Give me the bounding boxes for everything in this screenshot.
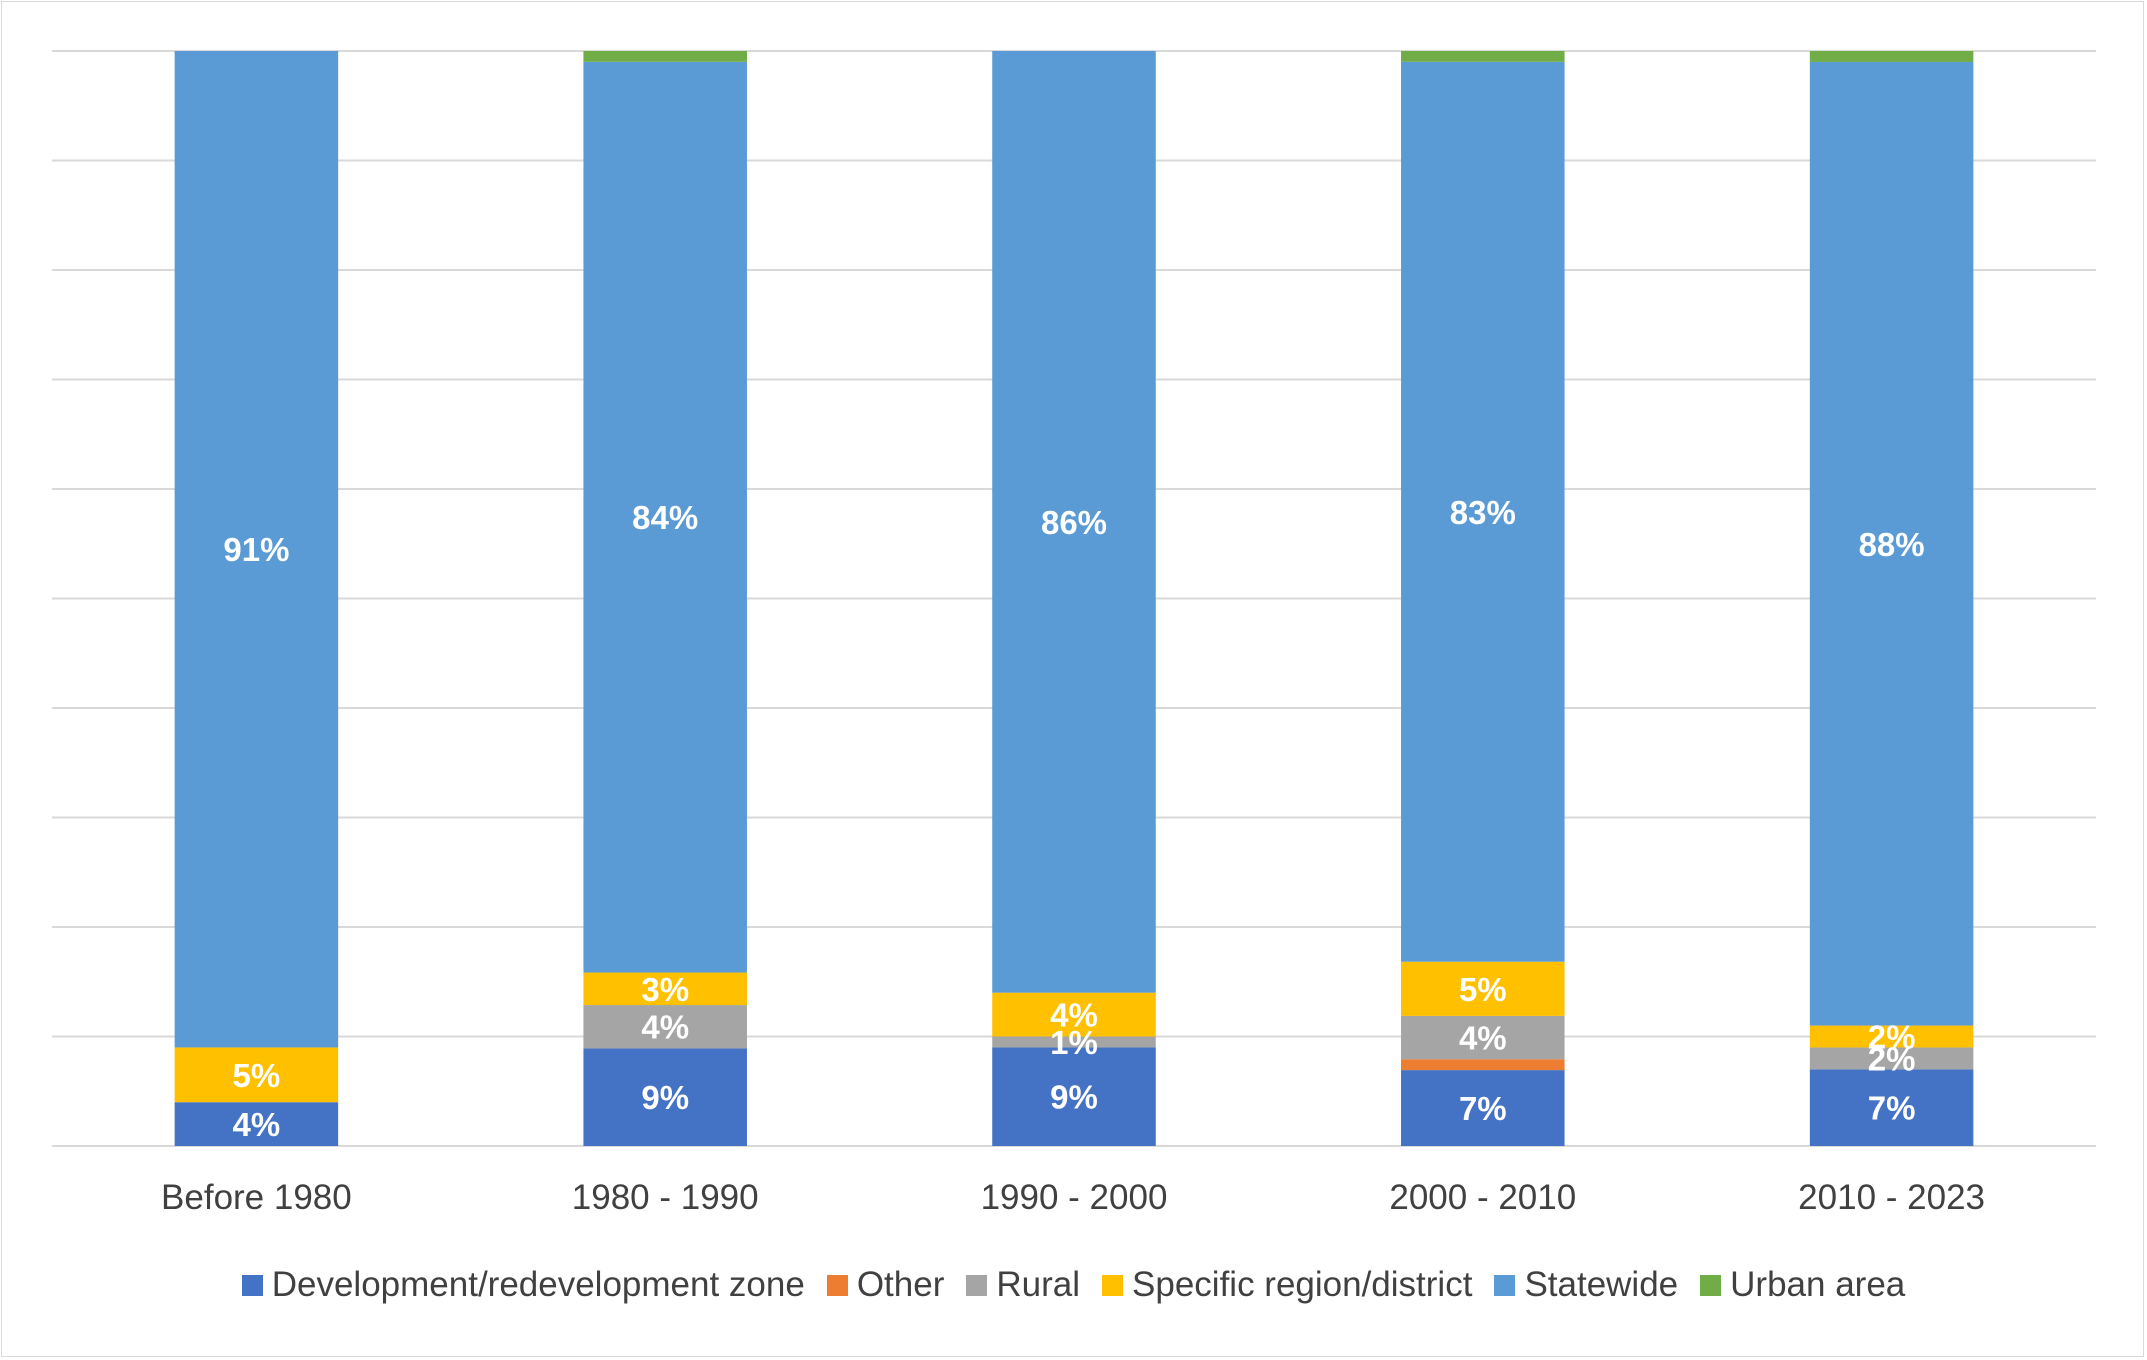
bar-segment-development-redevelopment-zone [1401,1070,1565,1146]
bar-segment-development-redevelopment-zone [174,1102,339,1146]
data-label: 2% [1868,1019,1916,1056]
bar-segment-rural [1401,1015,1565,1060]
data-label: 4% [641,1009,689,1046]
legend-label: Other [856,1265,945,1304]
data-label: 91% [223,531,289,568]
data-label: 4% [233,1106,281,1143]
bar-segment-specific-region-district [1809,1025,1974,1048]
legend-item: Urban area [1700,1265,1905,1305]
x-tick-label: Before 1980 [161,1178,352,1217]
legend-item: Specific region/district [1102,1265,1472,1305]
legend-label: Development/redevelopment zone [271,1265,805,1304]
bar-segment-urban-area [583,51,747,62]
data-label: 86% [1041,504,1107,541]
data-label: 2% [1868,1040,1916,1077]
bar-segment-rural [992,1036,1156,1048]
legend-label: Rural [996,1265,1081,1304]
data-label: 4% [1459,1020,1507,1057]
bar-segment-urban-area [1809,51,1974,62]
bar-segment-specific-region-district [583,972,747,1006]
bar-segment-statewide [1401,61,1565,962]
data-label: 9% [641,1079,689,1116]
bar-segment-rural [583,1005,747,1049]
data-label: 5% [233,1057,281,1094]
legend-swatch [1700,1274,1722,1296]
bar-segment-statewide [174,51,339,1048]
x-tick-label: 2000 - 2010 [1389,1178,1576,1217]
legend-swatch [966,1274,988,1296]
data-label: 84% [632,499,698,536]
bar-segment-development-redevelopment-zone [583,1048,747,1146]
bar-segment-specific-region-district [174,1047,339,1103]
legend-swatch [1494,1274,1516,1296]
bar-segment-statewide [992,51,1156,993]
data-labels: 4%5%91%9%4%3%84%9%1%4%86%7%4%5%83%7%2%2%… [223,494,1924,1143]
legend-label: Urban area [1730,1265,1906,1304]
legend-label: Specific region/district [1132,1265,1473,1304]
data-label: 7% [1868,1090,1916,1127]
data-label: 88% [1859,526,1925,563]
legend-item: Rural [966,1265,1080,1305]
legend-swatch [1102,1274,1124,1296]
data-label: 1% [1050,1024,1098,1061]
x-axis-ticks: Before 1980 1980 - 1990 1990 - 2000 2000 - … [161,1178,1985,1217]
data-label: 7% [1459,1090,1507,1127]
legend-swatch [826,1274,848,1296]
x-tick-label: 1980 - 1990 [572,1178,759,1217]
data-label: 5% [1459,971,1507,1008]
data-label: 83% [1450,494,1516,531]
bar-segment-urban-area [1401,51,1565,62]
x-tick-label: 2010 - 2023 [1798,1178,1985,1217]
legend-item: Development/redevelopment zone [241,1265,805,1305]
bar-segment-development-redevelopment-zone [992,1047,1156,1146]
data-label: 3% [641,971,689,1008]
bars [174,51,1974,1146]
stacked-bar-chart: 4%5%91%9%4%3%84%9%1%4%86%7%4%5%83%7%2%2%… [52,50,2096,1217]
bar-segment-other [1401,1059,1565,1071]
legend-item: Other [826,1265,945,1305]
legend-swatch [241,1274,263,1296]
legend-label: Statewide [1524,1265,1679,1304]
data-label: 9% [1050,1079,1098,1116]
legend: Development/redevelopment zone Other Rural… [0,1265,2147,1305]
bar-segment-specific-region-district [1401,961,1565,1016]
bar-segment-statewide [1809,61,1974,1026]
bar-segment-statewide [583,61,747,973]
bar-segment-specific-region-district [992,992,1156,1037]
x-tick-label: 1990 - 2000 [981,1178,1168,1217]
bar-segment-rural [1809,1047,1974,1070]
data-label: 4% [1050,997,1098,1034]
bar-segment-development-redevelopment-zone [1809,1069,1974,1146]
legend-item: Statewide [1494,1265,1678,1305]
